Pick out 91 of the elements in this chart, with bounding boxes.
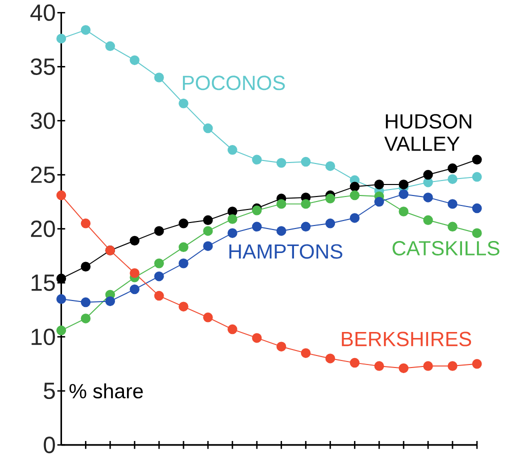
point: [472, 154, 482, 165]
point: [130, 284, 140, 294]
point: [252, 154, 262, 165]
point: [374, 180, 384, 190]
point: [178, 302, 188, 312]
point: [472, 359, 482, 369]
point: [228, 324, 238, 334]
series-label: BERKSHIRES: [342, 332, 472, 346]
point: [276, 226, 286, 236]
point: [252, 206, 262, 216]
y-tick-label: 20: [31, 220, 55, 238]
y-tick-label: 15: [32, 274, 55, 292]
point: [448, 361, 458, 372]
point: [130, 236, 140, 246]
point: [472, 228, 482, 238]
point: [350, 182, 360, 192]
y-tick-label: 10: [32, 328, 55, 346]
y-tick-label: 30: [30, 112, 55, 130]
point: [276, 158, 286, 168]
point: [398, 190, 408, 200]
series-label: POCONOS: [182, 76, 285, 90]
point: [398, 364, 408, 374]
point: [276, 199, 286, 210]
point: [350, 213, 360, 224]
point: [448, 174, 458, 184]
point: [448, 222, 458, 232]
series-label: HAMPTONS: [229, 244, 342, 259]
point: [300, 199, 311, 210]
point: [56, 294, 66, 304]
point: [350, 358, 360, 368]
point: [80, 314, 91, 324]
point: [80, 25, 91, 36]
point: [203, 216, 213, 226]
point: [56, 274, 66, 284]
point: [472, 204, 482, 214]
point: [80, 298, 91, 308]
point: [203, 312, 213, 323]
point: [276, 342, 286, 352]
y-tick-label: 5: [44, 382, 55, 400]
point: [80, 262, 91, 272]
point: [300, 348, 311, 358]
y-tick-label: 35: [30, 58, 55, 76]
point: [350, 190, 360, 200]
point: [374, 197, 384, 207]
series-label: CATSKILLS: [392, 241, 500, 256]
point: [325, 161, 336, 172]
point: [203, 124, 213, 134]
point: [423, 216, 433, 226]
point: [423, 192, 433, 203]
point: [228, 228, 238, 238]
point: [178, 98, 188, 109]
point: [130, 56, 140, 66]
y-tick-label: 40: [30, 4, 55, 22]
point: [154, 226, 164, 236]
y-tick-label: 0: [44, 436, 55, 454]
y-tick-label: 25: [31, 166, 55, 184]
point: [154, 291, 164, 301]
point: [228, 145, 238, 156]
point: [178, 218, 188, 228]
point: [154, 258, 164, 268]
point: [374, 361, 384, 372]
point: [105, 296, 116, 306]
point: [178, 242, 188, 252]
point: [56, 34, 66, 44]
point: [472, 172, 482, 182]
point: [300, 157, 311, 167]
point: [154, 272, 164, 282]
point: [448, 164, 458, 174]
point: [252, 333, 262, 344]
point: [154, 72, 164, 83]
point: [56, 326, 66, 336]
point: [105, 42, 116, 52]
point: [448, 199, 458, 210]
point: [325, 354, 336, 364]
point: [325, 194, 336, 204]
point: [423, 361, 433, 372]
y-axis-title: % share: [70, 384, 143, 399]
point: [228, 214, 238, 224]
point: [130, 268, 140, 278]
point: [178, 258, 188, 268]
point: [398, 180, 408, 190]
point: [300, 222, 311, 232]
series-label: HUDSON VALLEY: [384, 114, 472, 152]
point: [398, 206, 408, 217]
point: [423, 170, 433, 180]
point: [56, 190, 66, 200]
point: [80, 218, 91, 228]
point: [252, 222, 262, 232]
point: [203, 241, 213, 252]
point: [203, 226, 213, 236]
point: [325, 218, 336, 228]
